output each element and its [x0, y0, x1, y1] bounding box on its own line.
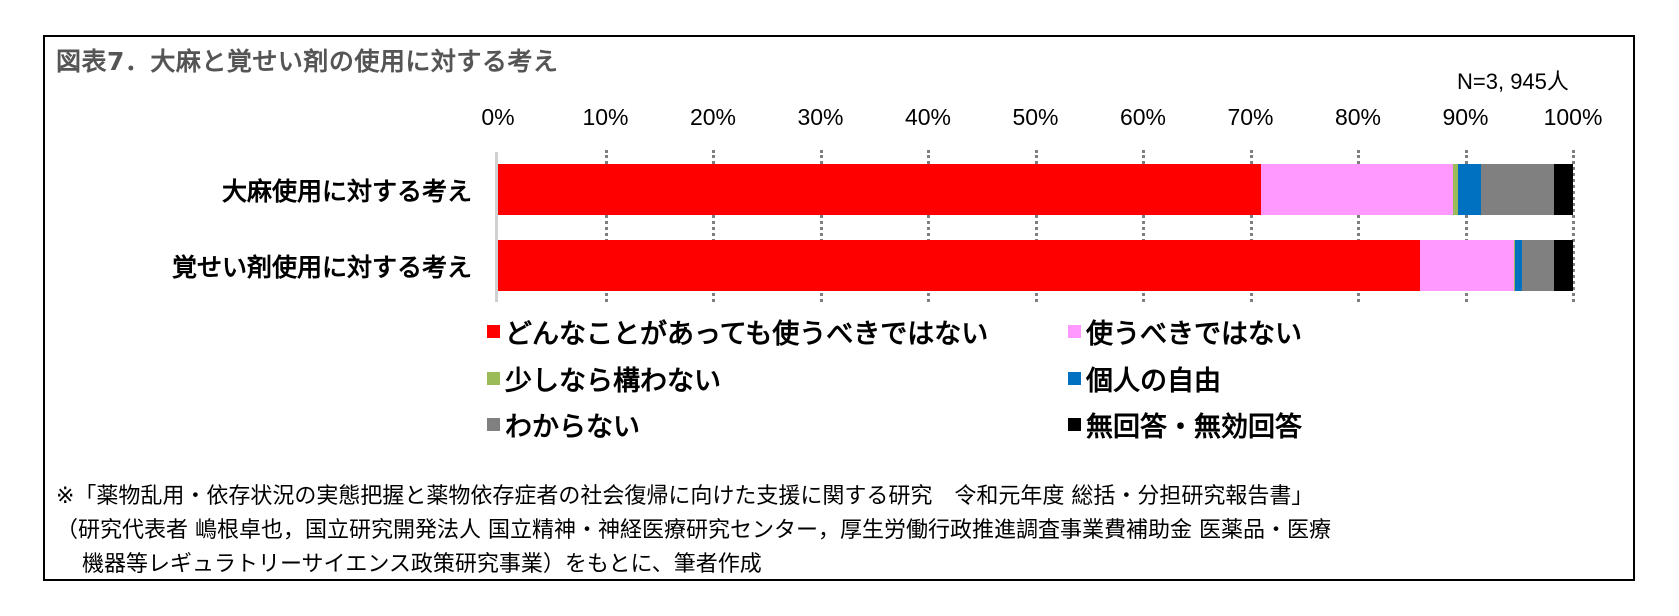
x-tick-label: 90%: [1442, 104, 1489, 130]
gridline: [1142, 150, 1145, 302]
footnote-line-3: 機器等レギュラトリーサイエンス政策研究事業）をもとに、筆者作成: [82, 552, 762, 577]
gridline: [819, 150, 823, 302]
legend-item-never-use: どんなことがあっても使うべきではない: [487, 312, 988, 351]
bar-segment: [498, 164, 1262, 215]
gridline: [927, 150, 930, 302]
legend-swatch-icon: [487, 372, 500, 385]
bar-segment: [1553, 240, 1573, 291]
x-tick-label: 60%: [1119, 104, 1167, 130]
legend-item-dont-know: わからない: [487, 405, 640, 444]
bar-segment: [1420, 240, 1514, 291]
x-tick-label: 20%: [689, 104, 737, 130]
bar-segment: [1522, 240, 1554, 291]
gridline: [604, 150, 608, 302]
gridline: [712, 150, 715, 302]
bar-segment: [1514, 240, 1523, 291]
x-tick-label: 40%: [904, 104, 952, 130]
y-axis-line: [495, 152, 498, 302]
legend-item-should-not-use: 使うべきではない: [1068, 312, 1302, 351]
x-tick-label: 100%: [1543, 104, 1603, 130]
x-tick-label: 70%: [1227, 104, 1274, 130]
bar-segment: [1513, 240, 1515, 291]
bar-segment: [1480, 164, 1554, 215]
gridline: [1464, 150, 1468, 302]
category-label-cannabis: 大麻使用に対する考え: [221, 177, 472, 206]
x-tick-label: 10%: [582, 104, 629, 130]
footnote-line-2: （研究代表者 嶋根卓也，国立研究開発法人 国立精神・神経医療研究センター，厚生労…: [56, 518, 1331, 543]
legend-swatch-icon: [1068, 325, 1081, 338]
bar-segment: [498, 240, 1421, 291]
legend-item-personal-freedom: 個人の自由: [1068, 359, 1221, 398]
legend-item-no-answer: 無回答・無効回答: [1068, 405, 1302, 444]
bar-segment: [1553, 164, 1573, 215]
x-tick-label: 50%: [1012, 104, 1059, 130]
bar-segment: [1261, 164, 1453, 215]
gridline: [1034, 150, 1038, 302]
bar-stimulants: [498, 240, 1573, 291]
bar-segment: [1457, 164, 1481, 215]
legend-swatch-icon: [487, 325, 500, 338]
category-label-stimulants: 覚せい剤使用に対する考え: [171, 253, 472, 282]
bar-cannabis: [498, 164, 1573, 215]
gridline: [1357, 150, 1360, 302]
x-tick-label: 30%: [797, 104, 844, 130]
figure-frame: [43, 35, 1635, 581]
legend-swatch-icon: [487, 418, 500, 431]
bar-segment: [1452, 164, 1458, 215]
chart-title: 図表7．大麻と覚せい剤の使用に対する考え: [56, 47, 559, 76]
sample-size-label: N=3, 945人: [1457, 69, 1569, 94]
legend-item-little-ok: 少しなら構わない: [487, 359, 721, 398]
x-tick-label: 80%: [1334, 104, 1382, 130]
footnote-line-1: ※「薬物乱用・依存状況の実態把握と薬物依存症者の社会復帰に向けた支援に関する研究…: [56, 484, 1314, 509]
legend-swatch-icon: [1068, 418, 1081, 431]
gridline: [1572, 150, 1575, 302]
legend-swatch-icon: [1068, 372, 1081, 385]
gridline: [1249, 150, 1253, 302]
x-tick-label: 0%: [481, 104, 515, 130]
